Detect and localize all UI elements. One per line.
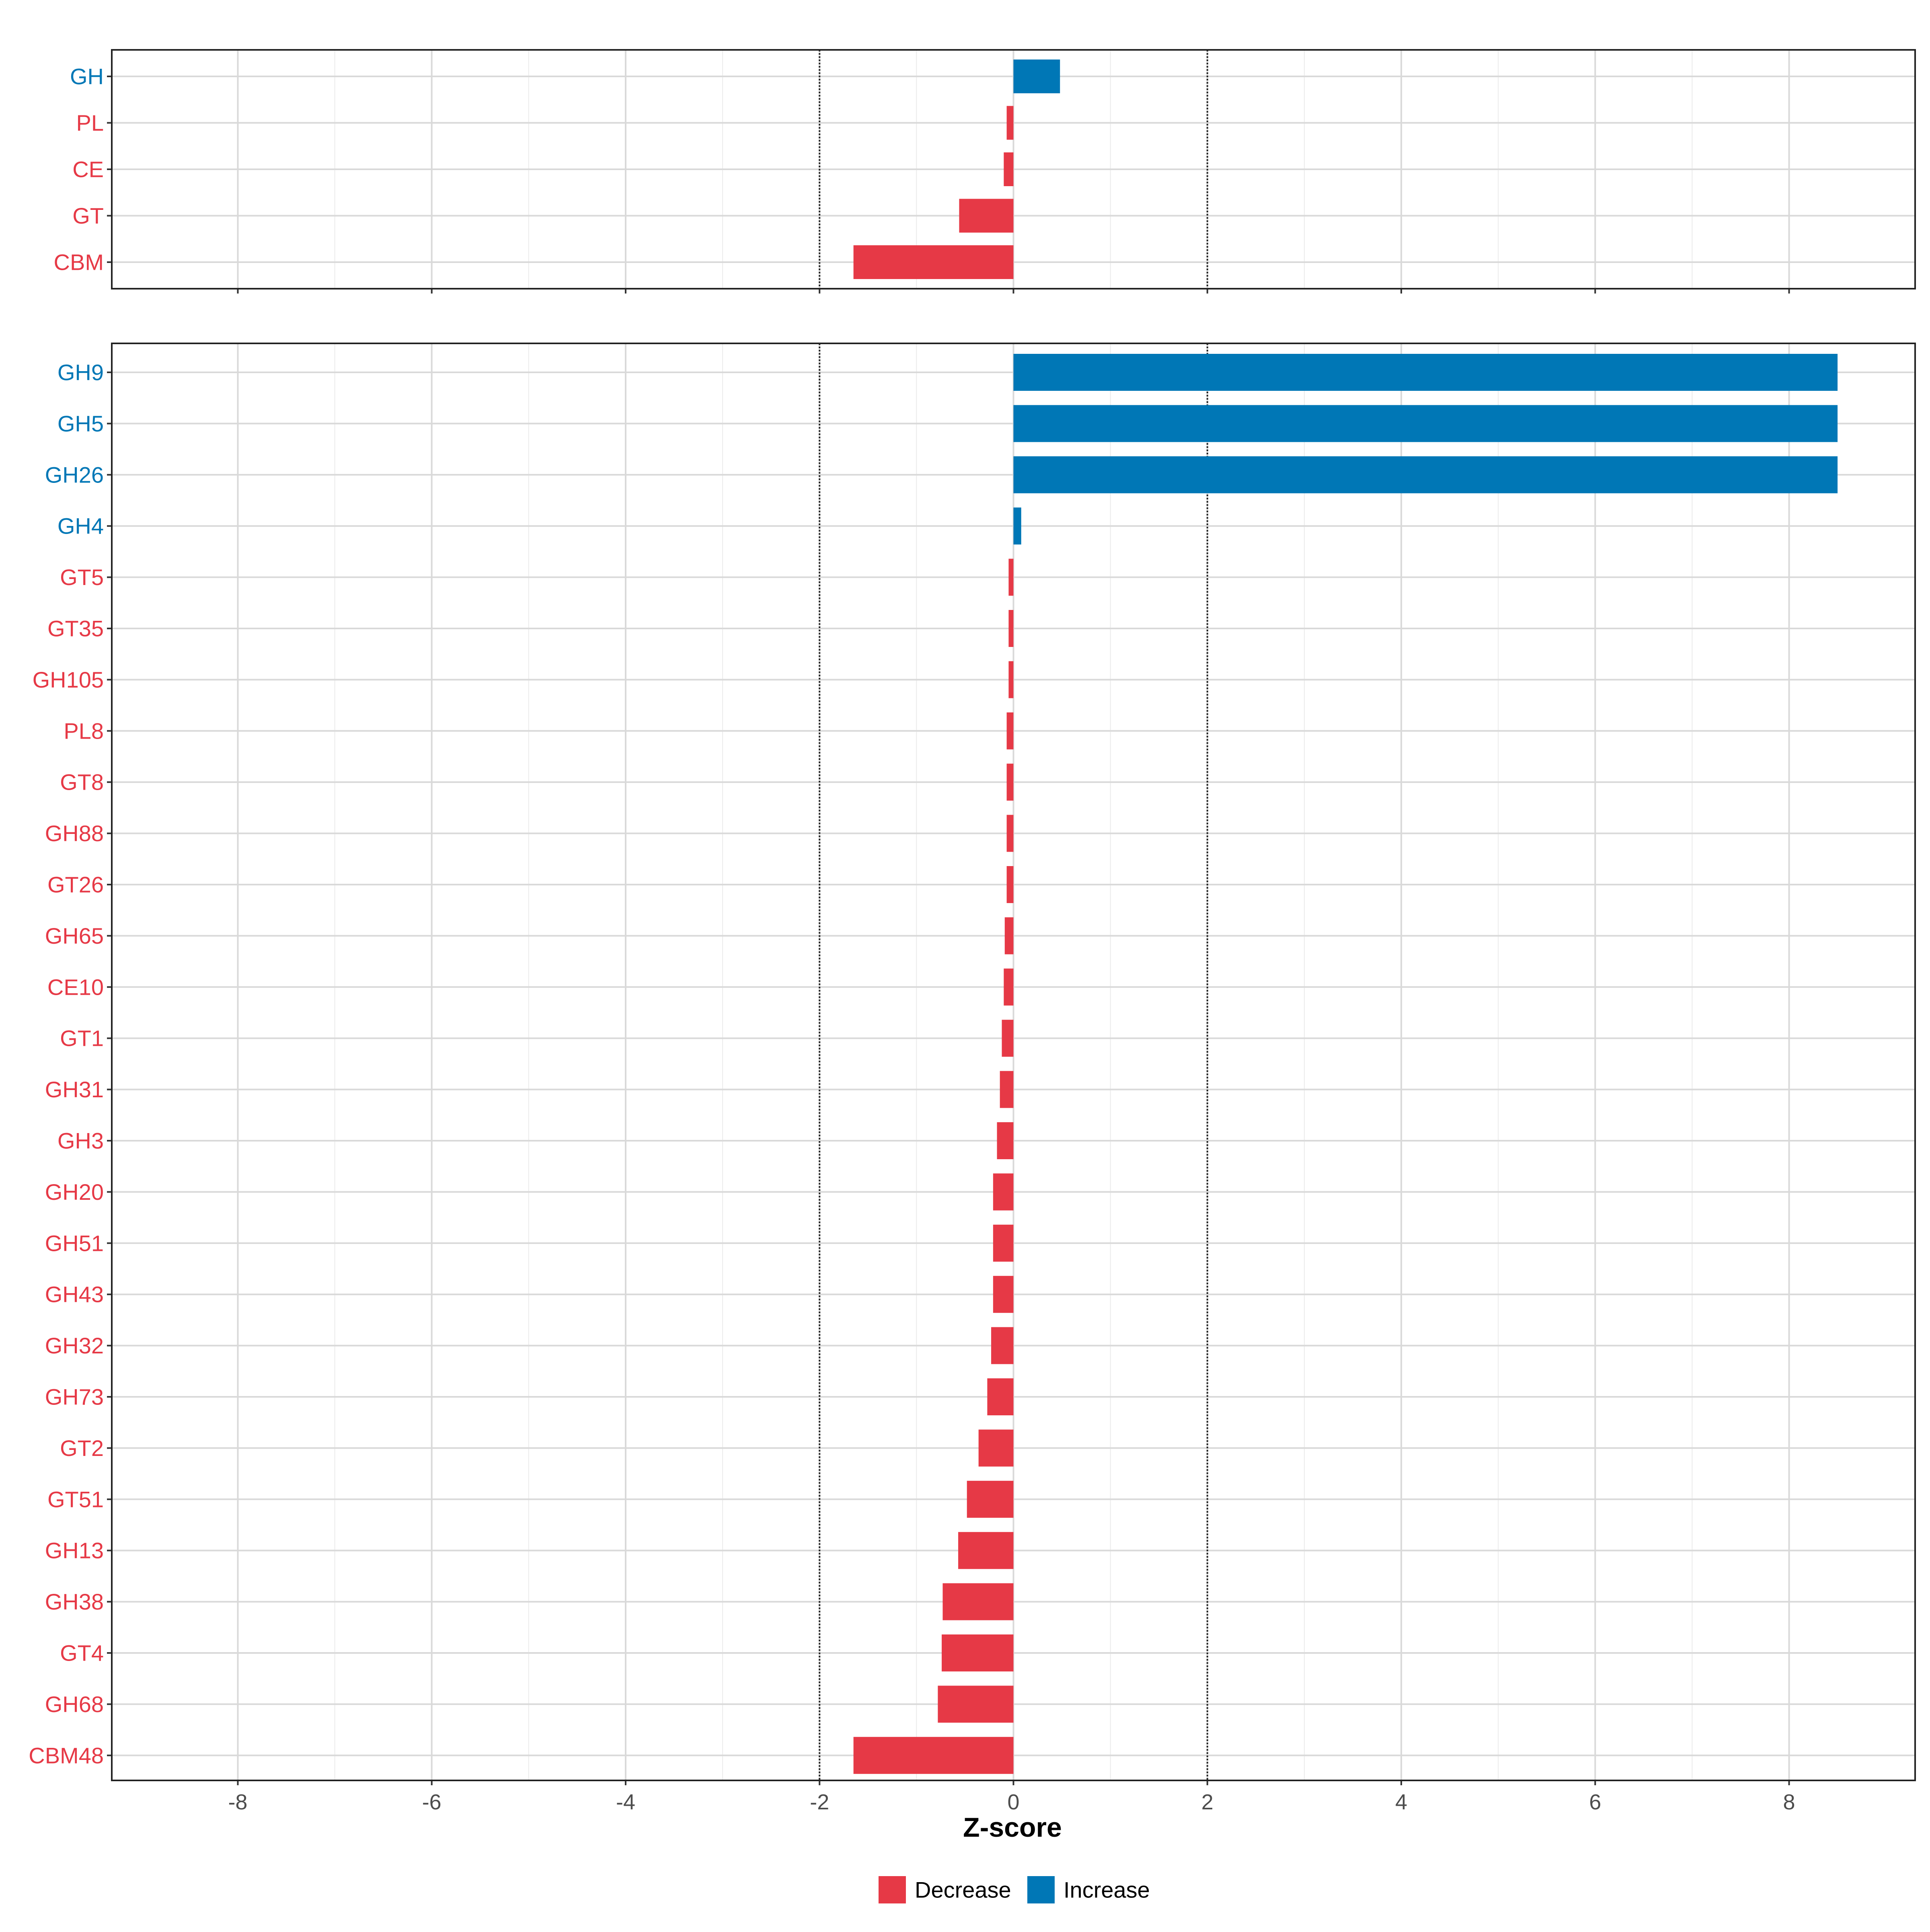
bar-gt1 [1002,1020,1014,1057]
bar-gh4 [1013,507,1021,545]
legend-label-decrease: Decrease [915,1877,1011,1903]
y-tick-label: GT26 [47,872,104,897]
bar-gh [1013,60,1060,93]
y-tick-label: GH73 [45,1384,104,1410]
y-tick-label: GT51 [47,1486,104,1512]
y-tick-label: GH68 [45,1692,104,1717]
bar-gh26 [1013,456,1838,493]
bar-cbm [853,245,1014,279]
bar-gh13 [958,1532,1014,1569]
x-tick-label: 6 [1589,1790,1601,1814]
bar-gh43 [993,1276,1014,1313]
bar-ce10 [1004,968,1014,1006]
y-tick-label: GH3 [57,1128,104,1154]
y-tick-label: PL8 [64,718,104,743]
bar-gh3 [997,1122,1014,1159]
bar-gt8 [1006,764,1014,801]
y-tick-label: GH [70,64,104,89]
x-tick-label: -8 [228,1790,247,1814]
legend-key-increase [1027,1876,1055,1903]
bar-gh65 [1004,917,1014,955]
y-tick-label: GH32 [45,1333,104,1358]
y-tick-label: CE10 [47,974,104,1000]
legend-key-decrease [879,1876,906,1903]
bar-gt51 [967,1480,1014,1518]
y-tick-label: GT5 [60,565,104,590]
bar-ce [1004,152,1014,186]
x-tick-label: 0 [1007,1790,1019,1814]
bar-gt2 [978,1429,1014,1467]
bar-gt4 [942,1634,1014,1671]
bar-gt5 [1008,558,1014,596]
x-tick-label: -4 [616,1790,635,1814]
bar-gh73 [987,1378,1014,1415]
y-tick-label: CBM48 [29,1743,104,1768]
y-tick-label: GT2 [60,1435,104,1461]
x-tick-label: 2 [1201,1790,1213,1814]
y-tick-label: GT35 [47,616,104,641]
bar-pl8 [1006,712,1014,749]
y-tick-label: GH20 [45,1179,104,1205]
y-tick-label: GH88 [45,821,104,846]
bar-gh38 [942,1583,1014,1620]
x-tick-label: 4 [1395,1790,1407,1814]
bar-gt35 [1008,610,1014,647]
y-tick-label: GH26 [45,462,104,487]
bar-cbm48 [853,1737,1014,1774]
bar-gt26 [1006,866,1014,903]
bar-gh105 [1008,661,1014,698]
y-tick-label: GH5 [57,411,104,436]
y-tick-label: GH65 [45,923,104,949]
bar-pl [1006,106,1014,140]
y-tick-label: GH9 [57,360,104,385]
x-tick-label: 8 [1783,1790,1795,1814]
x-tick-label: -2 [810,1790,829,1814]
y-tick-label: GT1 [60,1026,104,1051]
y-tick-label: GT [72,203,104,228]
bar-gh20 [993,1173,1014,1211]
y-tick-label: GH105 [33,667,104,692]
y-tick-label: GT8 [60,770,104,795]
legend: Decrease Increase [879,1876,1150,1903]
bar-gh88 [1006,815,1014,852]
bar-gh31 [1000,1071,1014,1108]
x-tick-label: -6 [422,1790,441,1814]
y-tick-label: GH51 [45,1230,104,1256]
bar-gh68 [938,1686,1014,1723]
panel-1: GH PL CE GT CBM [54,49,1916,294]
bar-gh5 [1013,405,1838,442]
bar-gt [959,199,1014,233]
bar-gh51 [993,1224,1014,1262]
legend-label-increase: Increase [1064,1877,1150,1903]
y-tick-label: GH4 [57,513,104,539]
y-tick-label: GH31 [45,1077,104,1102]
y-tick-label: GH38 [45,1589,104,1614]
panel-2: GH9GH5GH26GH4GT5GT35GH105PL8GT8GH88GT26G… [29,343,1916,1814]
y-tick-label: PL [76,110,104,136]
bar-gh32 [991,1327,1014,1364]
panel-border [111,343,1916,1781]
bar-gh9 [1013,354,1838,391]
y-tick-label: GH13 [45,1538,104,1563]
y-tick-label: CE [72,157,104,182]
y-tick-label: GH43 [45,1282,104,1307]
panel-border [111,49,1916,289]
y-tick-label: GT4 [60,1640,104,1666]
y-tick-label: CBM [54,250,104,275]
x-axis-title: Z-score [963,1812,1062,1843]
